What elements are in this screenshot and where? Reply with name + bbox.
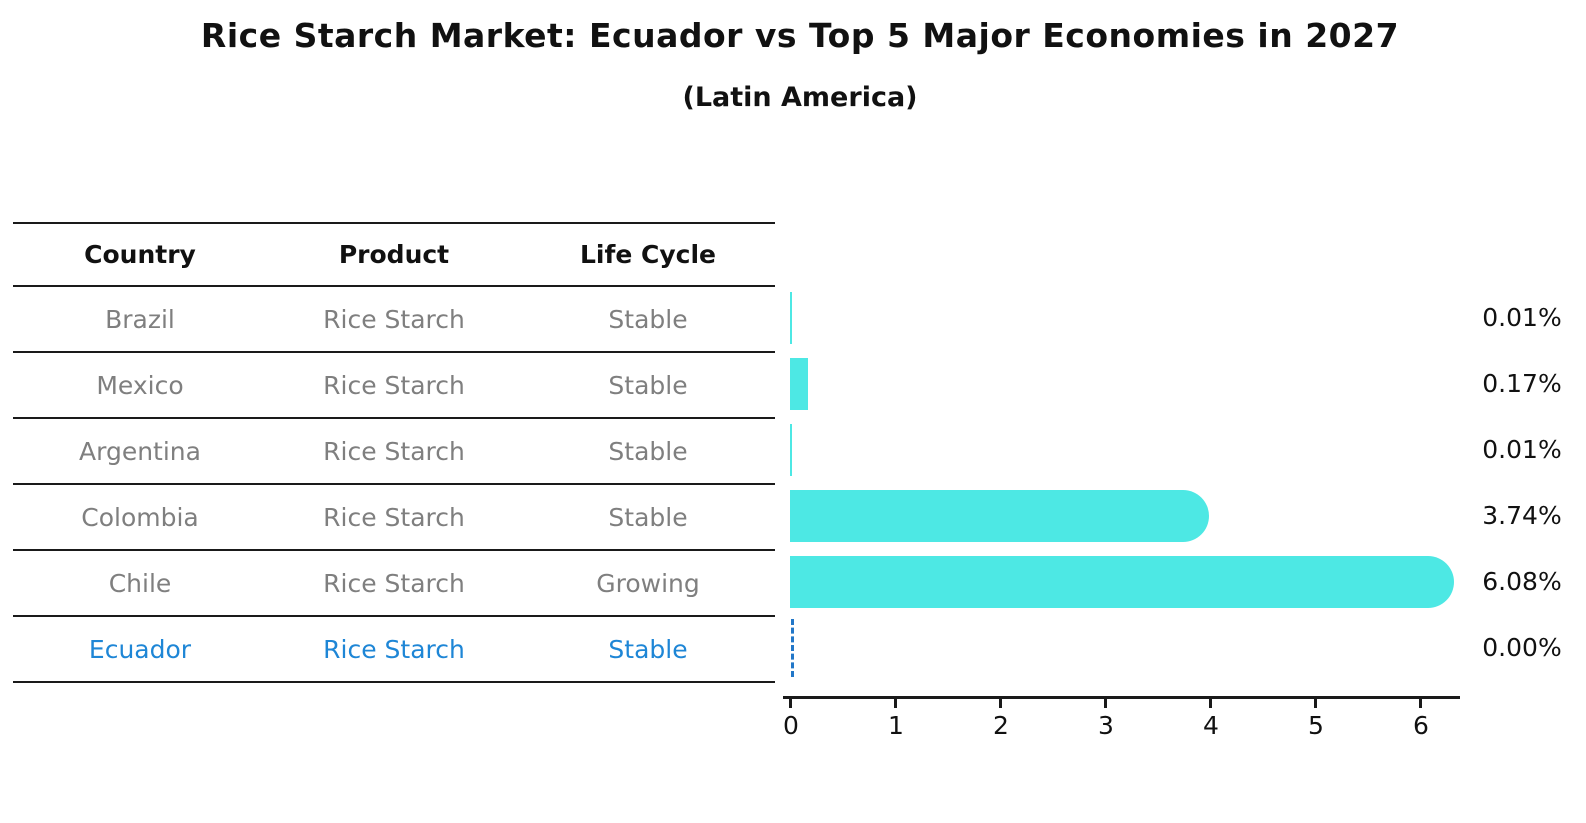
- product-cell: Rice Starch: [323, 634, 465, 664]
- table-header-row: Country Product Life Cycle: [13, 224, 775, 287]
- x-axis-line: [783, 696, 1460, 699]
- product-cell: Rice Starch: [323, 502, 465, 532]
- column-header-country: Country: [84, 240, 196, 269]
- bar-row-brazil: [783, 285, 1460, 351]
- bar-chile: [790, 556, 1455, 608]
- x-tick: [999, 699, 1002, 708]
- value-label-colombia: 3.74%: [1482, 501, 1562, 530]
- bar-row-chile: [783, 549, 1460, 615]
- x-tick-label: 2: [993, 711, 1009, 740]
- bar-row-ecuador: [783, 615, 1460, 681]
- bar-plot: 0 1 2 3 4 5 6: [783, 285, 1460, 740]
- table-row-argentina: Argentina Rice Starch Stable: [13, 419, 775, 485]
- x-tick-label: 4: [1203, 711, 1219, 740]
- bar-argentina: [790, 424, 792, 476]
- country-cell: Ecuador: [88, 634, 192, 664]
- table-row-ecuador: Ecuador Rice Starch Stable: [13, 617, 775, 683]
- x-tick-label: 5: [1308, 711, 1324, 740]
- value-label-brazil: 0.01%: [1482, 303, 1562, 332]
- value-label-chile: 6.08%: [1482, 567, 1562, 596]
- life-cycle-cell: Stable: [608, 304, 688, 334]
- country-cell: Colombia: [81, 502, 199, 532]
- x-tick: [789, 699, 792, 708]
- x-tick-label: 6: [1413, 711, 1429, 740]
- bar-row-argentina: [783, 417, 1460, 483]
- chart-title: Rice Starch Market: Ecuador vs Top 5 Maj…: [200, 16, 1400, 55]
- country-cell: Chile: [108, 568, 172, 598]
- x-tick-label: 0: [783, 711, 799, 740]
- x-tick: [1209, 699, 1212, 708]
- life-cycle-cell: Growing: [596, 568, 700, 598]
- table-row-colombia: Colombia Rice Starch Stable: [13, 485, 775, 551]
- life-cycle-cell: Stable: [608, 634, 688, 664]
- product-cell: Rice Starch: [323, 304, 465, 334]
- value-label-argentina: 0.01%: [1482, 435, 1562, 464]
- country-cell: Mexico: [96, 370, 184, 400]
- life-cycle-cell: Stable: [608, 370, 688, 400]
- column-header-product: Product: [338, 240, 450, 269]
- product-cell: Rice Starch: [323, 370, 465, 400]
- table-row-chile: Chile Rice Starch Growing: [13, 551, 775, 617]
- value-label-ecuador: 0.00%: [1482, 633, 1562, 662]
- table-row-brazil: Brazil Rice Starch Stable: [13, 287, 775, 353]
- country-table: Country Product Life Cycle Brazil Rice S…: [13, 222, 775, 683]
- bar-row-mexico: [783, 351, 1460, 417]
- country-cell: Brazil: [105, 304, 175, 334]
- life-cycle-cell: Stable: [608, 436, 688, 466]
- bar-brazil: [790, 292, 792, 344]
- x-tick: [894, 699, 897, 708]
- bar-mexico: [790, 358, 808, 410]
- country-cell: Argentina: [79, 436, 201, 466]
- product-cell: Rice Starch: [323, 436, 465, 466]
- zero-value-dashed-line: [791, 619, 794, 677]
- x-tick: [1104, 699, 1107, 708]
- product-cell: Rice Starch: [323, 568, 465, 598]
- column-header-life-cycle: Life Cycle: [579, 240, 717, 269]
- x-tick-label: 3: [1098, 711, 1114, 740]
- bar-colombia: [790, 490, 1209, 542]
- table-row-mexico: Mexico Rice Starch Stable: [13, 353, 775, 419]
- value-label-mexico: 0.17%: [1482, 369, 1562, 398]
- x-tick-label: 1: [888, 711, 904, 740]
- bar-row-colombia: [783, 483, 1460, 549]
- chart-subtitle: (Latin America): [682, 82, 918, 113]
- life-cycle-cell: Stable: [608, 502, 688, 532]
- x-tick: [1419, 699, 1422, 708]
- x-tick: [1314, 699, 1317, 708]
